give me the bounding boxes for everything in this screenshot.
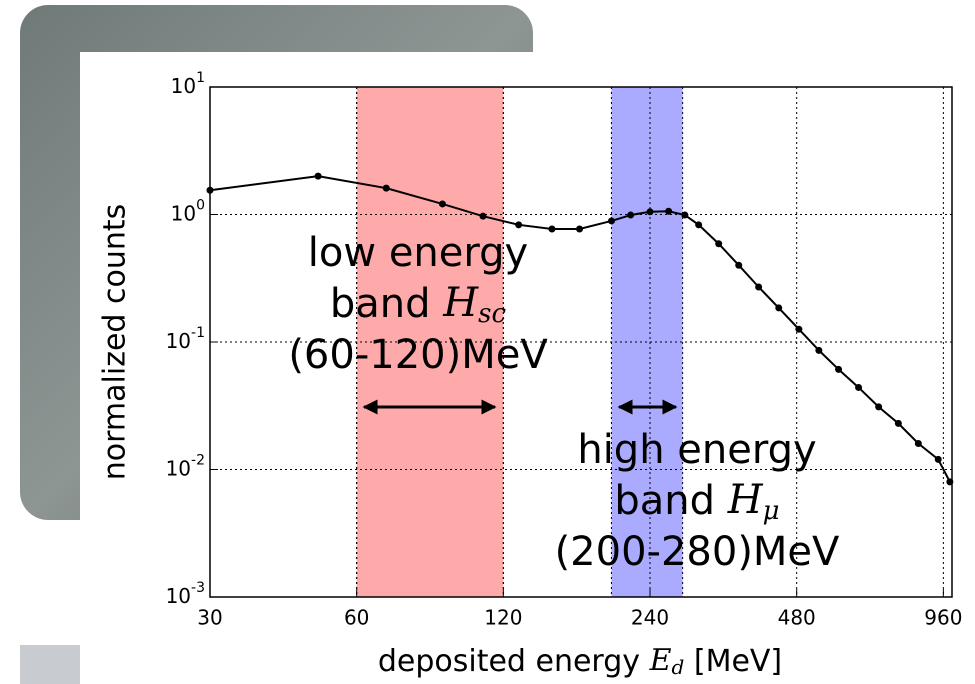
y-tick-label: 10-1 <box>166 325 205 353</box>
y-tick-label: 10-2 <box>166 453 205 481</box>
x-tick-label: 60 <box>344 606 369 630</box>
data-point <box>382 184 390 192</box>
y-tick-exponent: 1 <box>196 70 205 86</box>
data-point <box>835 365 843 373</box>
background-tile <box>20 645 90 684</box>
data-point <box>695 221 703 229</box>
annotation: high energy <box>577 427 816 473</box>
y-tick-base: 10 <box>171 74 196 98</box>
y-tick-exponent: -3 <box>191 580 205 596</box>
data-point <box>627 211 635 219</box>
y-tick-exponent: 0 <box>196 198 205 214</box>
annotation: band Hμ <box>614 477 779 526</box>
y-tick-exponent: -1 <box>191 325 205 341</box>
data-point <box>665 207 673 215</box>
y-tick-label: 101 <box>171 70 205 98</box>
annotation-text: band <box>330 281 431 327</box>
y-tick-base: 10 <box>166 329 191 353</box>
annotation-subscript: sc <box>478 299 506 329</box>
data-point <box>715 240 723 248</box>
y-tick-base: 10 <box>166 456 191 480</box>
y-axis-label: normalized counts <box>98 204 133 481</box>
chart-panel <box>80 52 975 684</box>
data-point <box>934 455 942 463</box>
annotation-text: (60-120)MeV <box>288 332 548 378</box>
y-tick-base: 10 <box>171 201 196 225</box>
plot-frame <box>209 86 953 598</box>
annotation-symbol: H <box>727 477 764 523</box>
data-point <box>795 325 803 333</box>
annotation-text: (200-280)MeV <box>555 529 840 575</box>
x-axis-label: deposited energy Ed [MeV] <box>378 643 782 679</box>
y-tick-base: 10 <box>166 584 191 608</box>
data-point <box>914 439 922 447</box>
annotation-text: band <box>614 478 715 524</box>
y-tick-label: 10-3 <box>166 580 205 608</box>
annotation-text: low energy <box>308 230 528 276</box>
annotation: band Hsc <box>330 280 507 329</box>
annotation: (60-120)MeV <box>288 332 548 378</box>
annotation: (200-280)MeV <box>555 529 840 575</box>
data-point <box>438 200 446 208</box>
x-tick-label: 960 <box>924 606 962 630</box>
data-point <box>755 283 763 291</box>
annotation-space <box>715 478 728 524</box>
data-point <box>646 208 654 216</box>
data-point <box>548 225 556 233</box>
y-tick-label: 100 <box>171 198 205 226</box>
data-point <box>681 211 689 219</box>
data-point <box>515 221 523 229</box>
y-tick-exponent: -2 <box>191 453 205 469</box>
annotation: low energy <box>308 230 528 276</box>
x-tick-label: 120 <box>484 606 522 630</box>
data-point <box>607 217 615 225</box>
x-tick-label: 240 <box>631 606 669 630</box>
annotation-space <box>431 281 444 327</box>
data-point <box>855 383 863 391</box>
data-point <box>894 419 902 427</box>
data-point <box>875 403 883 411</box>
annotation-symbol: H <box>442 280 479 326</box>
annotation-text: high energy <box>577 427 816 473</box>
data-point <box>735 261 743 269</box>
x-tick-label: 480 <box>778 606 816 630</box>
data-point <box>775 304 783 312</box>
data-point <box>815 346 823 354</box>
data-point <box>576 225 584 233</box>
data-point <box>314 172 322 180</box>
x-tick-label: 30 <box>197 606 222 630</box>
data-point <box>479 212 487 220</box>
annotation-subscript: μ <box>763 496 780 526</box>
